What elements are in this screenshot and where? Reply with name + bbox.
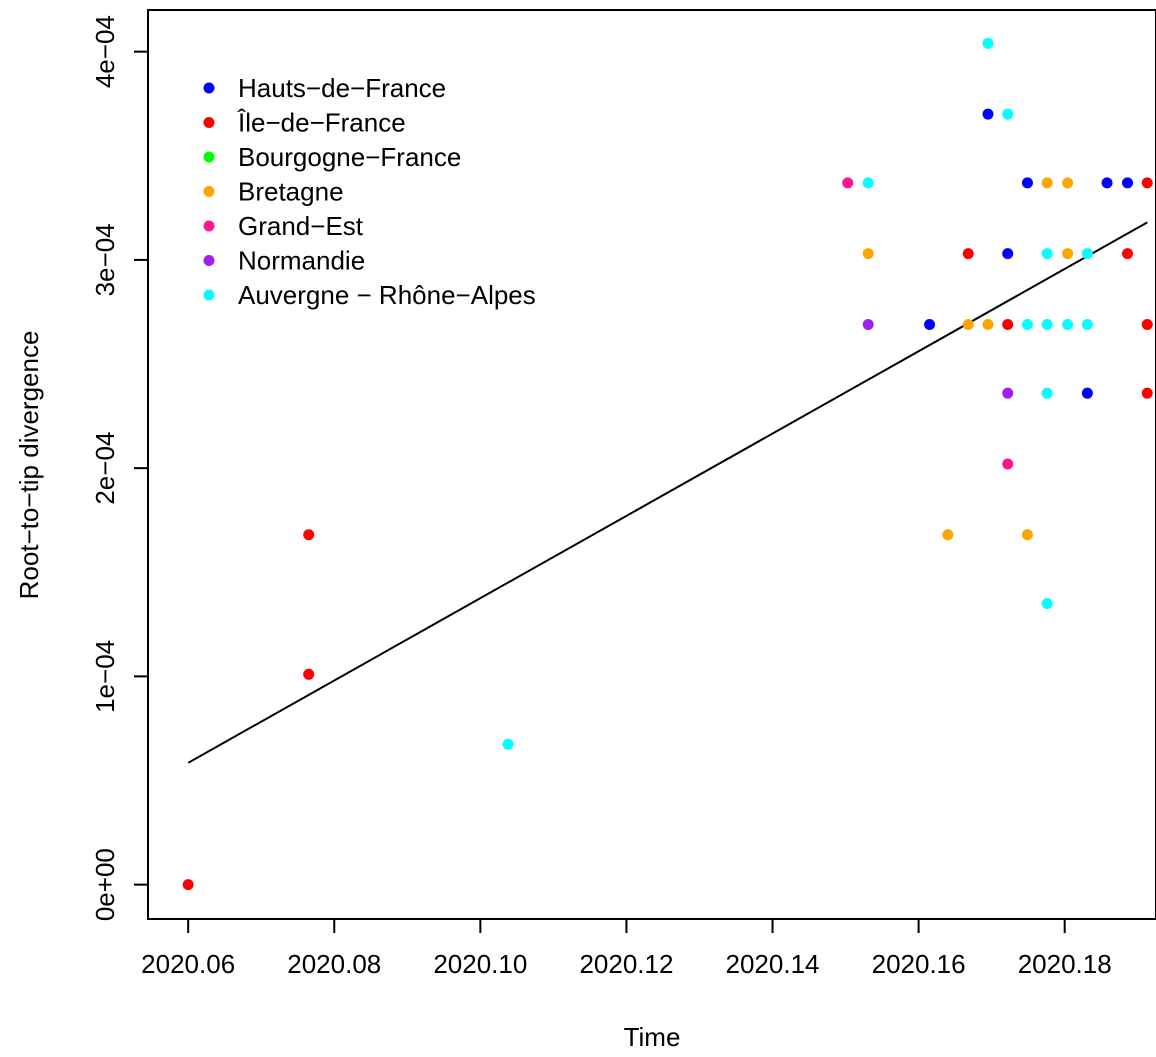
data-point <box>1122 248 1134 260</box>
data-point <box>1041 387 1053 399</box>
x-tick-label: 2020.10 <box>433 949 527 979</box>
legend-label: Bourgogne−France <box>238 142 461 172</box>
y-tick-label: 2e−04 <box>90 432 120 505</box>
data-point <box>1041 598 1053 610</box>
data-point <box>1141 318 1153 330</box>
data-point <box>1141 177 1153 189</box>
legend-label: Normandie <box>238 246 365 276</box>
data-point <box>1041 177 1053 189</box>
data-point <box>862 248 874 260</box>
legend-label: Auvergne − Rhône−Alpes <box>238 280 536 310</box>
data-point <box>1021 318 1033 330</box>
data-point <box>1041 248 1053 260</box>
legend-label: Bretagne <box>238 177 344 207</box>
data-point <box>1122 177 1134 189</box>
data-point <box>942 529 954 541</box>
data-point <box>502 738 514 750</box>
y-tick-label: 4e−04 <box>90 15 120 88</box>
data-point <box>1141 387 1153 399</box>
regression-line-group <box>187 221 1148 764</box>
x-tick-label: 2020.12 <box>579 949 673 979</box>
data-point <box>982 37 994 49</box>
data-point <box>1062 177 1074 189</box>
x-tick-label: 2020.14 <box>726 949 820 979</box>
data-point <box>862 318 874 330</box>
legend-marker <box>203 289 215 301</box>
data-point <box>1002 108 1014 120</box>
data-point <box>1021 177 1033 189</box>
y-tick-label: 1e−04 <box>90 640 120 713</box>
legend-label: Île−de−France <box>237 108 406 138</box>
y-tick-label: 3e−04 <box>90 223 120 296</box>
x-axis-title: Time <box>624 1022 681 1052</box>
legend-marker <box>203 151 215 163</box>
data-point <box>1062 318 1074 330</box>
data-point <box>982 108 994 120</box>
data-point <box>924 318 936 330</box>
data-point <box>862 177 874 189</box>
legend-marker <box>203 186 215 197</box>
data-point <box>1062 248 1074 260</box>
data-point <box>1101 177 1113 189</box>
legend-marker <box>203 255 215 266</box>
x-tick-label: 2020.08 <box>287 949 381 979</box>
plot-frame <box>147 9 1156 920</box>
regression-line <box>187 221 1148 764</box>
data-point <box>1021 529 1033 541</box>
data-point <box>1081 248 1093 260</box>
data-point <box>1002 387 1014 399</box>
y-axis-title: Root−to−tip divergence <box>14 331 44 600</box>
x-tick-label: 2020.16 <box>872 949 966 979</box>
data-point <box>962 318 974 330</box>
y-axis: 0e+00 1e−04 2e−04 3e−04 4e−04 <box>90 15 148 921</box>
data-point <box>182 879 194 891</box>
data-point <box>1081 387 1093 399</box>
data-point <box>303 529 315 541</box>
data-points <box>182 37 1153 891</box>
x-axis: 2020.06 2020.08 2020.10 2020.12 2020.14 2020.… <box>141 919 1112 979</box>
x-tick-label: 2020.06 <box>141 949 235 979</box>
legend-marker <box>203 117 215 128</box>
data-point <box>962 248 974 260</box>
legend-label: Grand−Est <box>238 211 364 241</box>
data-point <box>303 668 315 680</box>
legend-marker <box>203 220 215 232</box>
data-point <box>1002 248 1014 260</box>
data-point <box>1041 318 1053 330</box>
data-point <box>842 177 854 189</box>
data-point <box>1002 318 1014 330</box>
data-point <box>1081 318 1093 330</box>
legend: Hauts−de−France Île−de−France Bourgogne−Fr… <box>203 73 536 310</box>
x-tick-label: 2020.18 <box>1018 949 1112 979</box>
data-point <box>982 318 994 330</box>
y-tick-label: 0e+00 <box>90 848 120 921</box>
legend-marker <box>203 82 215 94</box>
legend-label: Hauts−de−France <box>238 73 446 103</box>
data-point <box>1002 458 1014 470</box>
